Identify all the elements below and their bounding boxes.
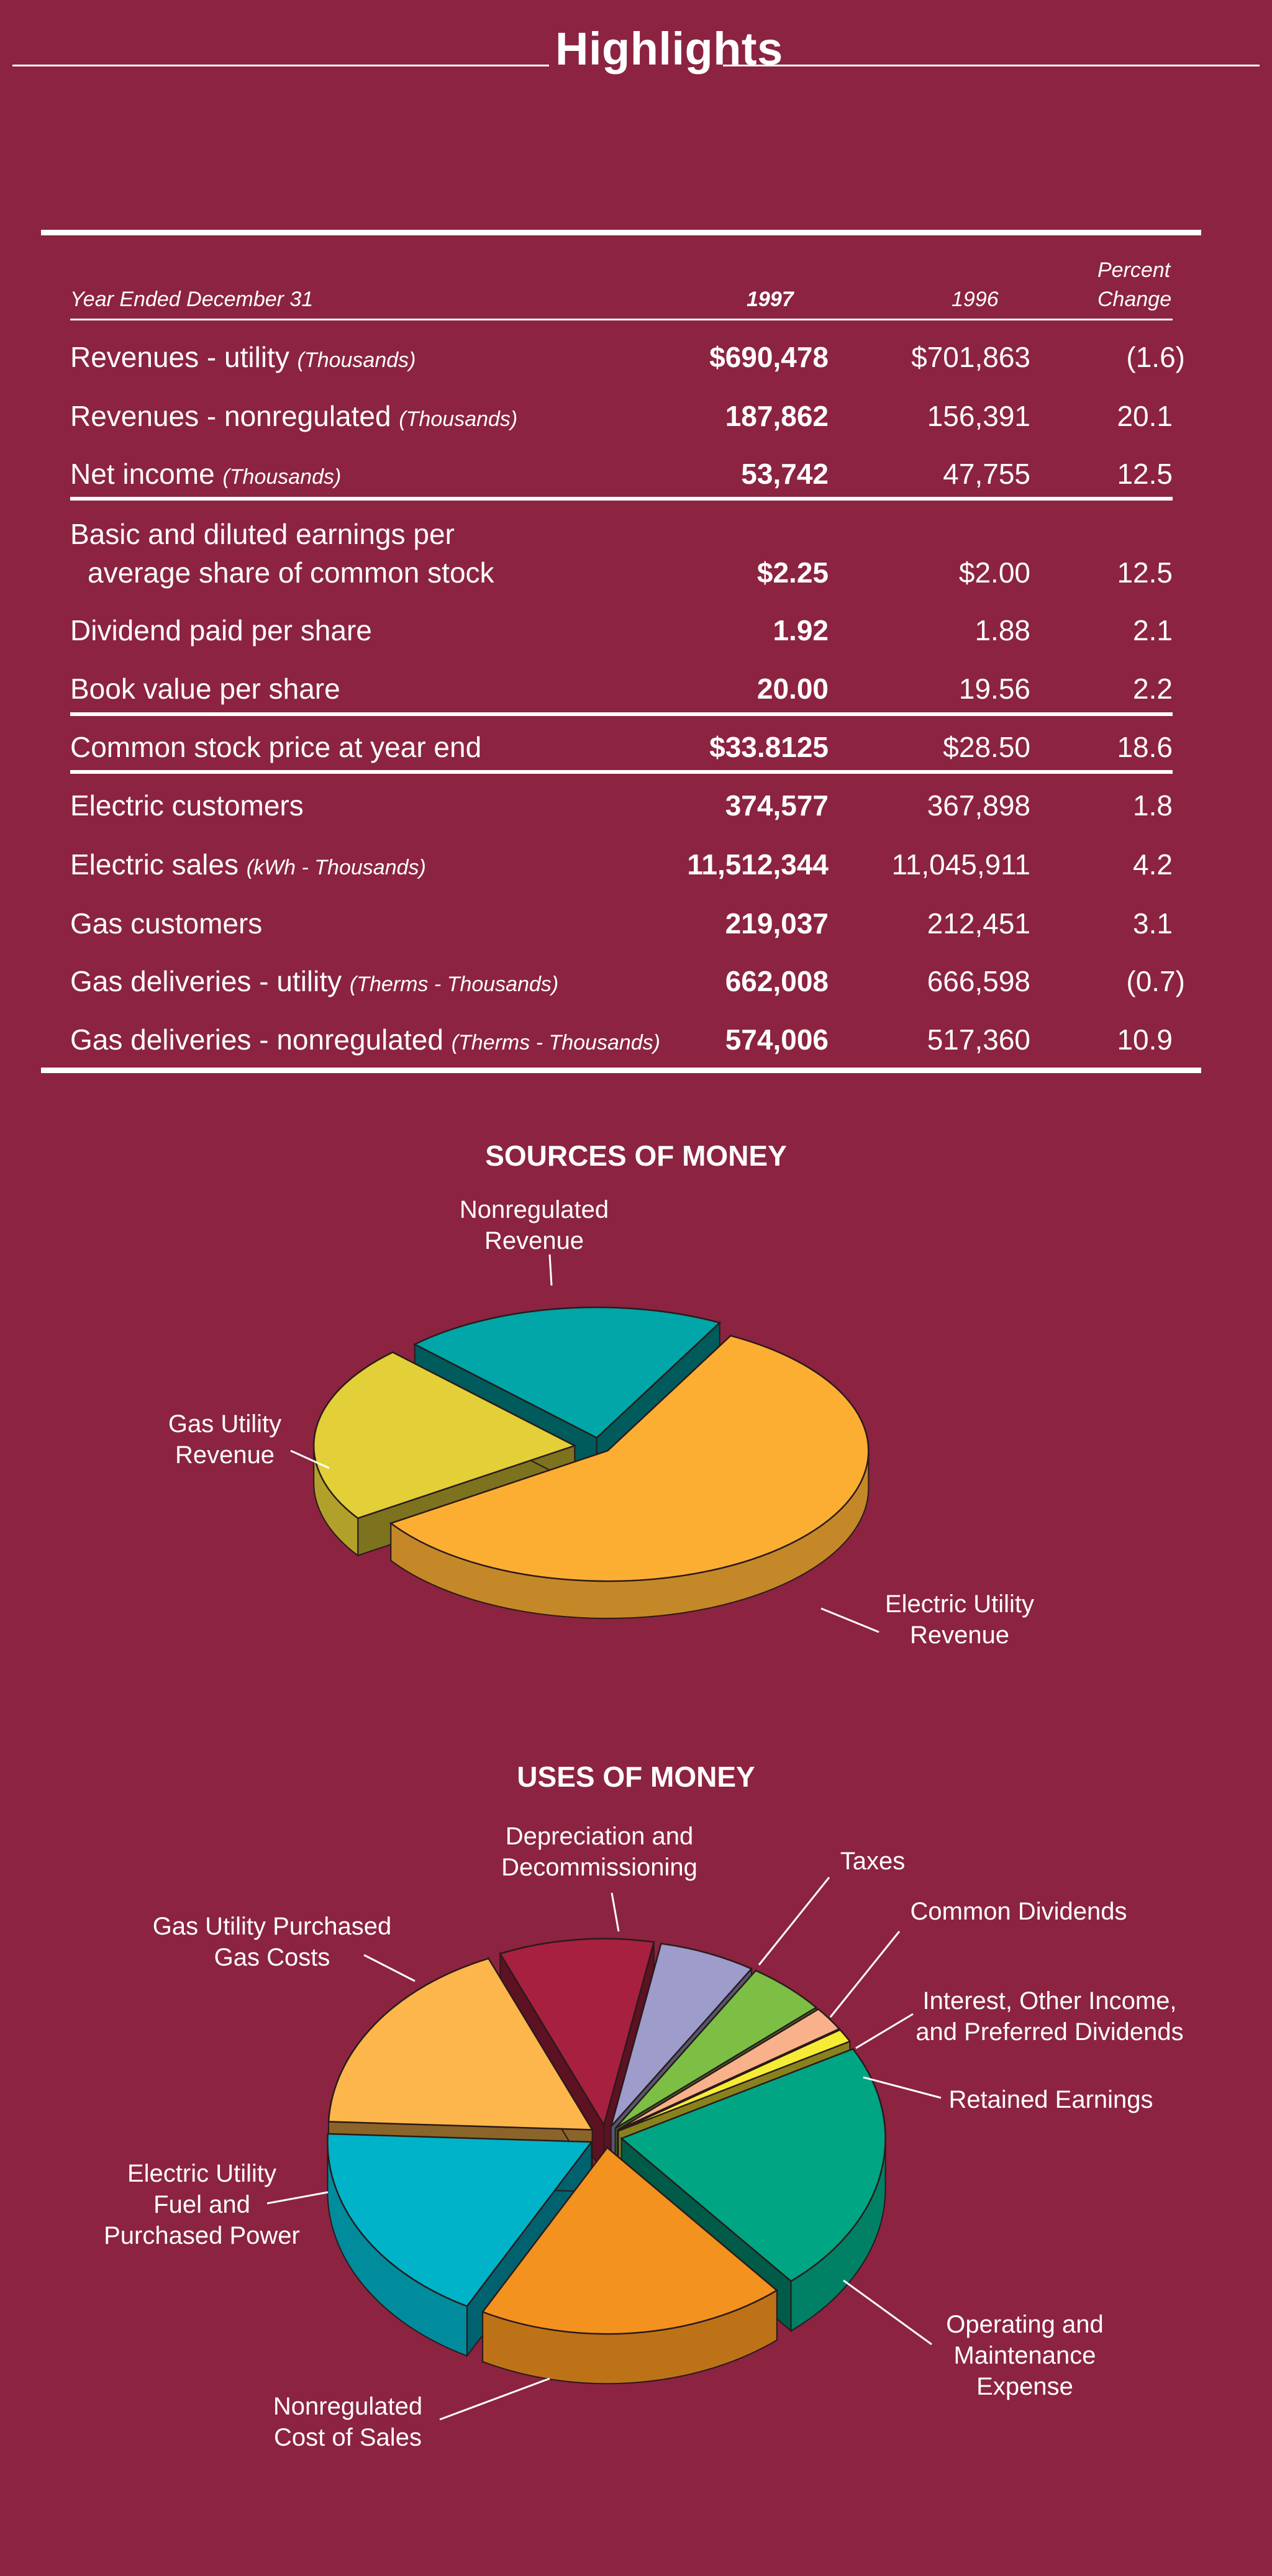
value-percent-change: (0.7): [1126, 965, 1185, 997]
leader-nonregulated-revenue: [548, 1254, 553, 1286]
value-1997: $33.8125: [709, 731, 829, 763]
value-1996: 47,755: [943, 458, 1030, 490]
value-1996: 19.56: [958, 673, 1030, 705]
value-percent-change: 18.6: [1117, 731, 1173, 763]
label-fuel-power: Electric Utility Fuel and Purchased Power: [104, 2160, 300, 2249]
label-interest-other: Interest, Other Income, and Preferred Div…: [915, 1987, 1184, 2046]
label-common-dividends: Common Dividends: [910, 1898, 1127, 1925]
value-1996: 517,360: [927, 1023, 1030, 1056]
leader-electric-utility-revenue: [820, 1607, 879, 1633]
section-rule: [70, 770, 1173, 774]
sources-chart-title: SOURCES OF MONEY: [485, 1140, 787, 1172]
value-percent-change: 12.5: [1117, 458, 1173, 490]
label-gas-purchased: Gas Utility Purchased Gas Costs: [152, 1913, 392, 1971]
value-1996: 212,451: [927, 907, 1030, 940]
header-percent: Percent: [1097, 258, 1171, 282]
leader-nonregulated-cost: [439, 2377, 550, 2421]
value-percent-change: 1.8: [1133, 789, 1173, 822]
label-depreciation: Depreciation and Decommissioning: [501, 1823, 697, 1881]
uses-slice-nonregulated-cost-of-sales: [481, 2146, 778, 2335]
value-1996: 156,391: [927, 400, 1030, 432]
value-1996: $2.00: [958, 556, 1030, 589]
uses-slice-common-dividends: [614, 1969, 818, 2129]
value-percent-change: 12.5: [1117, 556, 1173, 589]
label-nonregulated-revenue: Nonregulated Revenue: [459, 1196, 609, 1254]
section-rule: [70, 712, 1173, 716]
row-label-line1: Basic and diluted earnings per: [70, 518, 455, 550]
value-1997: $690,478: [709, 341, 829, 373]
row-label: Dividend paid per share: [70, 614, 372, 646]
value-1997: 219,037: [725, 907, 829, 940]
leader-interest-other: [855, 2013, 914, 2049]
row-label: Gas deliveries - utility (Therms - Thous…: [70, 965, 559, 997]
leader-gas-utility-revenue: [290, 1449, 330, 1469]
row-label: Revenues - utility (Thousands): [70, 341, 416, 373]
value-1996: 11,045,911: [891, 848, 1030, 881]
leader-common-dividends: [829, 1931, 901, 2018]
row-label-line2: average share of common stock: [88, 556, 494, 589]
sources-slice-gas-utility-revenue: [312, 1351, 577, 1520]
row-label: Gas deliveries - nonregulated (Therms - …: [70, 1023, 661, 1056]
label-electric-utility-revenue: Electric Utility Revenue: [884, 1590, 1035, 1649]
row-label: Net income (Thousands): [70, 458, 342, 490]
value-percent-change: 20.1: [1117, 400, 1173, 432]
section-rule: [70, 497, 1173, 501]
row-label: Book value per share: [70, 673, 340, 705]
row-label: Electric customers: [70, 789, 304, 822]
sources-slice-nonregulated-revenue: [412, 1306, 722, 1439]
uses-slice-interest-other-income-and-preferred-dividends: [617, 2008, 841, 2131]
label-nonregulated-cost: Nonregulated Cost of Sales: [273, 2393, 423, 2451]
uses-slice-taxes: [610, 1943, 753, 2128]
value-percent-change: (1.6): [1126, 341, 1185, 373]
value-1997: 20.00: [756, 673, 829, 705]
table-top-rule: [41, 230, 1201, 235]
value-1996: $701,863: [911, 341, 1030, 373]
row-label: Revenues - nonregulated (Thousands): [70, 400, 518, 432]
value-percent-change: 3.1: [1133, 907, 1173, 940]
value-1997: 11,512,344: [687, 848, 829, 881]
leader-gas-purchased: [363, 1954, 416, 1982]
value-1997: 374,577: [725, 789, 829, 822]
value-1997: 187,862: [725, 400, 829, 432]
value-1997: $2.25: [756, 556, 829, 589]
value-1997: 662,008: [725, 965, 829, 997]
uses-slice-gas-utility-purchased-gas-costs: [327, 1957, 594, 2131]
row-label: Common stock price at year end: [70, 731, 482, 763]
table-bottom-rule: [41, 1068, 1201, 1073]
header-change: Change: [1097, 288, 1172, 311]
header-rule: [70, 319, 1173, 320]
value-percent-change: 2.1: [1133, 614, 1173, 646]
row-label: Electric sales (kWh - Thousands): [70, 848, 426, 881]
leader-retained-earnings: [863, 2076, 942, 2099]
uses-chart-title: USES OF MONEY: [517, 1761, 755, 1793]
leader-depreciation: [611, 1892, 620, 1932]
label-operating-maintenance: Operating and Maintenance Expense: [946, 2311, 1104, 2400]
value-1997: 53,742: [741, 458, 829, 490]
value-percent-change: 4.2: [1133, 848, 1173, 881]
value-percent-change: 2.2: [1133, 673, 1173, 705]
value-1996: 1.88: [974, 614, 1030, 646]
leader-taxes: [758, 1877, 830, 1966]
value-1996: 666,598: [927, 965, 1030, 997]
label-retained-earnings: Retained Earnings: [948, 2086, 1153, 2113]
uses-slice-retained-earnings: [618, 2028, 852, 2132]
value-1996: 367,898: [927, 789, 1030, 822]
leader-fuel-power: [266, 2191, 329, 2205]
header-1996: 1996: [952, 288, 999, 311]
label-taxes: Taxes: [840, 1848, 906, 1875]
header-1997: 1997: [747, 288, 794, 311]
uses-slice-electric-utility-fuel-and-purchased-power: [327, 2133, 593, 2308]
value-percent-change: 10.9: [1117, 1023, 1173, 1056]
value-1996: $28.50: [943, 731, 1030, 763]
uses-slice-depreciation-and-decommissioning: [499, 1938, 655, 2127]
sources-slice-electric-utility-revenue: [389, 1335, 870, 1582]
leader-operating-maintenance: [843, 2279, 932, 2346]
label-gas-utility-revenue: Gas Utility Revenue: [168, 1410, 282, 1469]
row-label: Gas customers: [70, 907, 263, 940]
value-1997: 574,006: [725, 1023, 829, 1056]
value-1997: 1.92: [773, 614, 829, 646]
header-period: Year Ended December 31: [70, 288, 314, 311]
